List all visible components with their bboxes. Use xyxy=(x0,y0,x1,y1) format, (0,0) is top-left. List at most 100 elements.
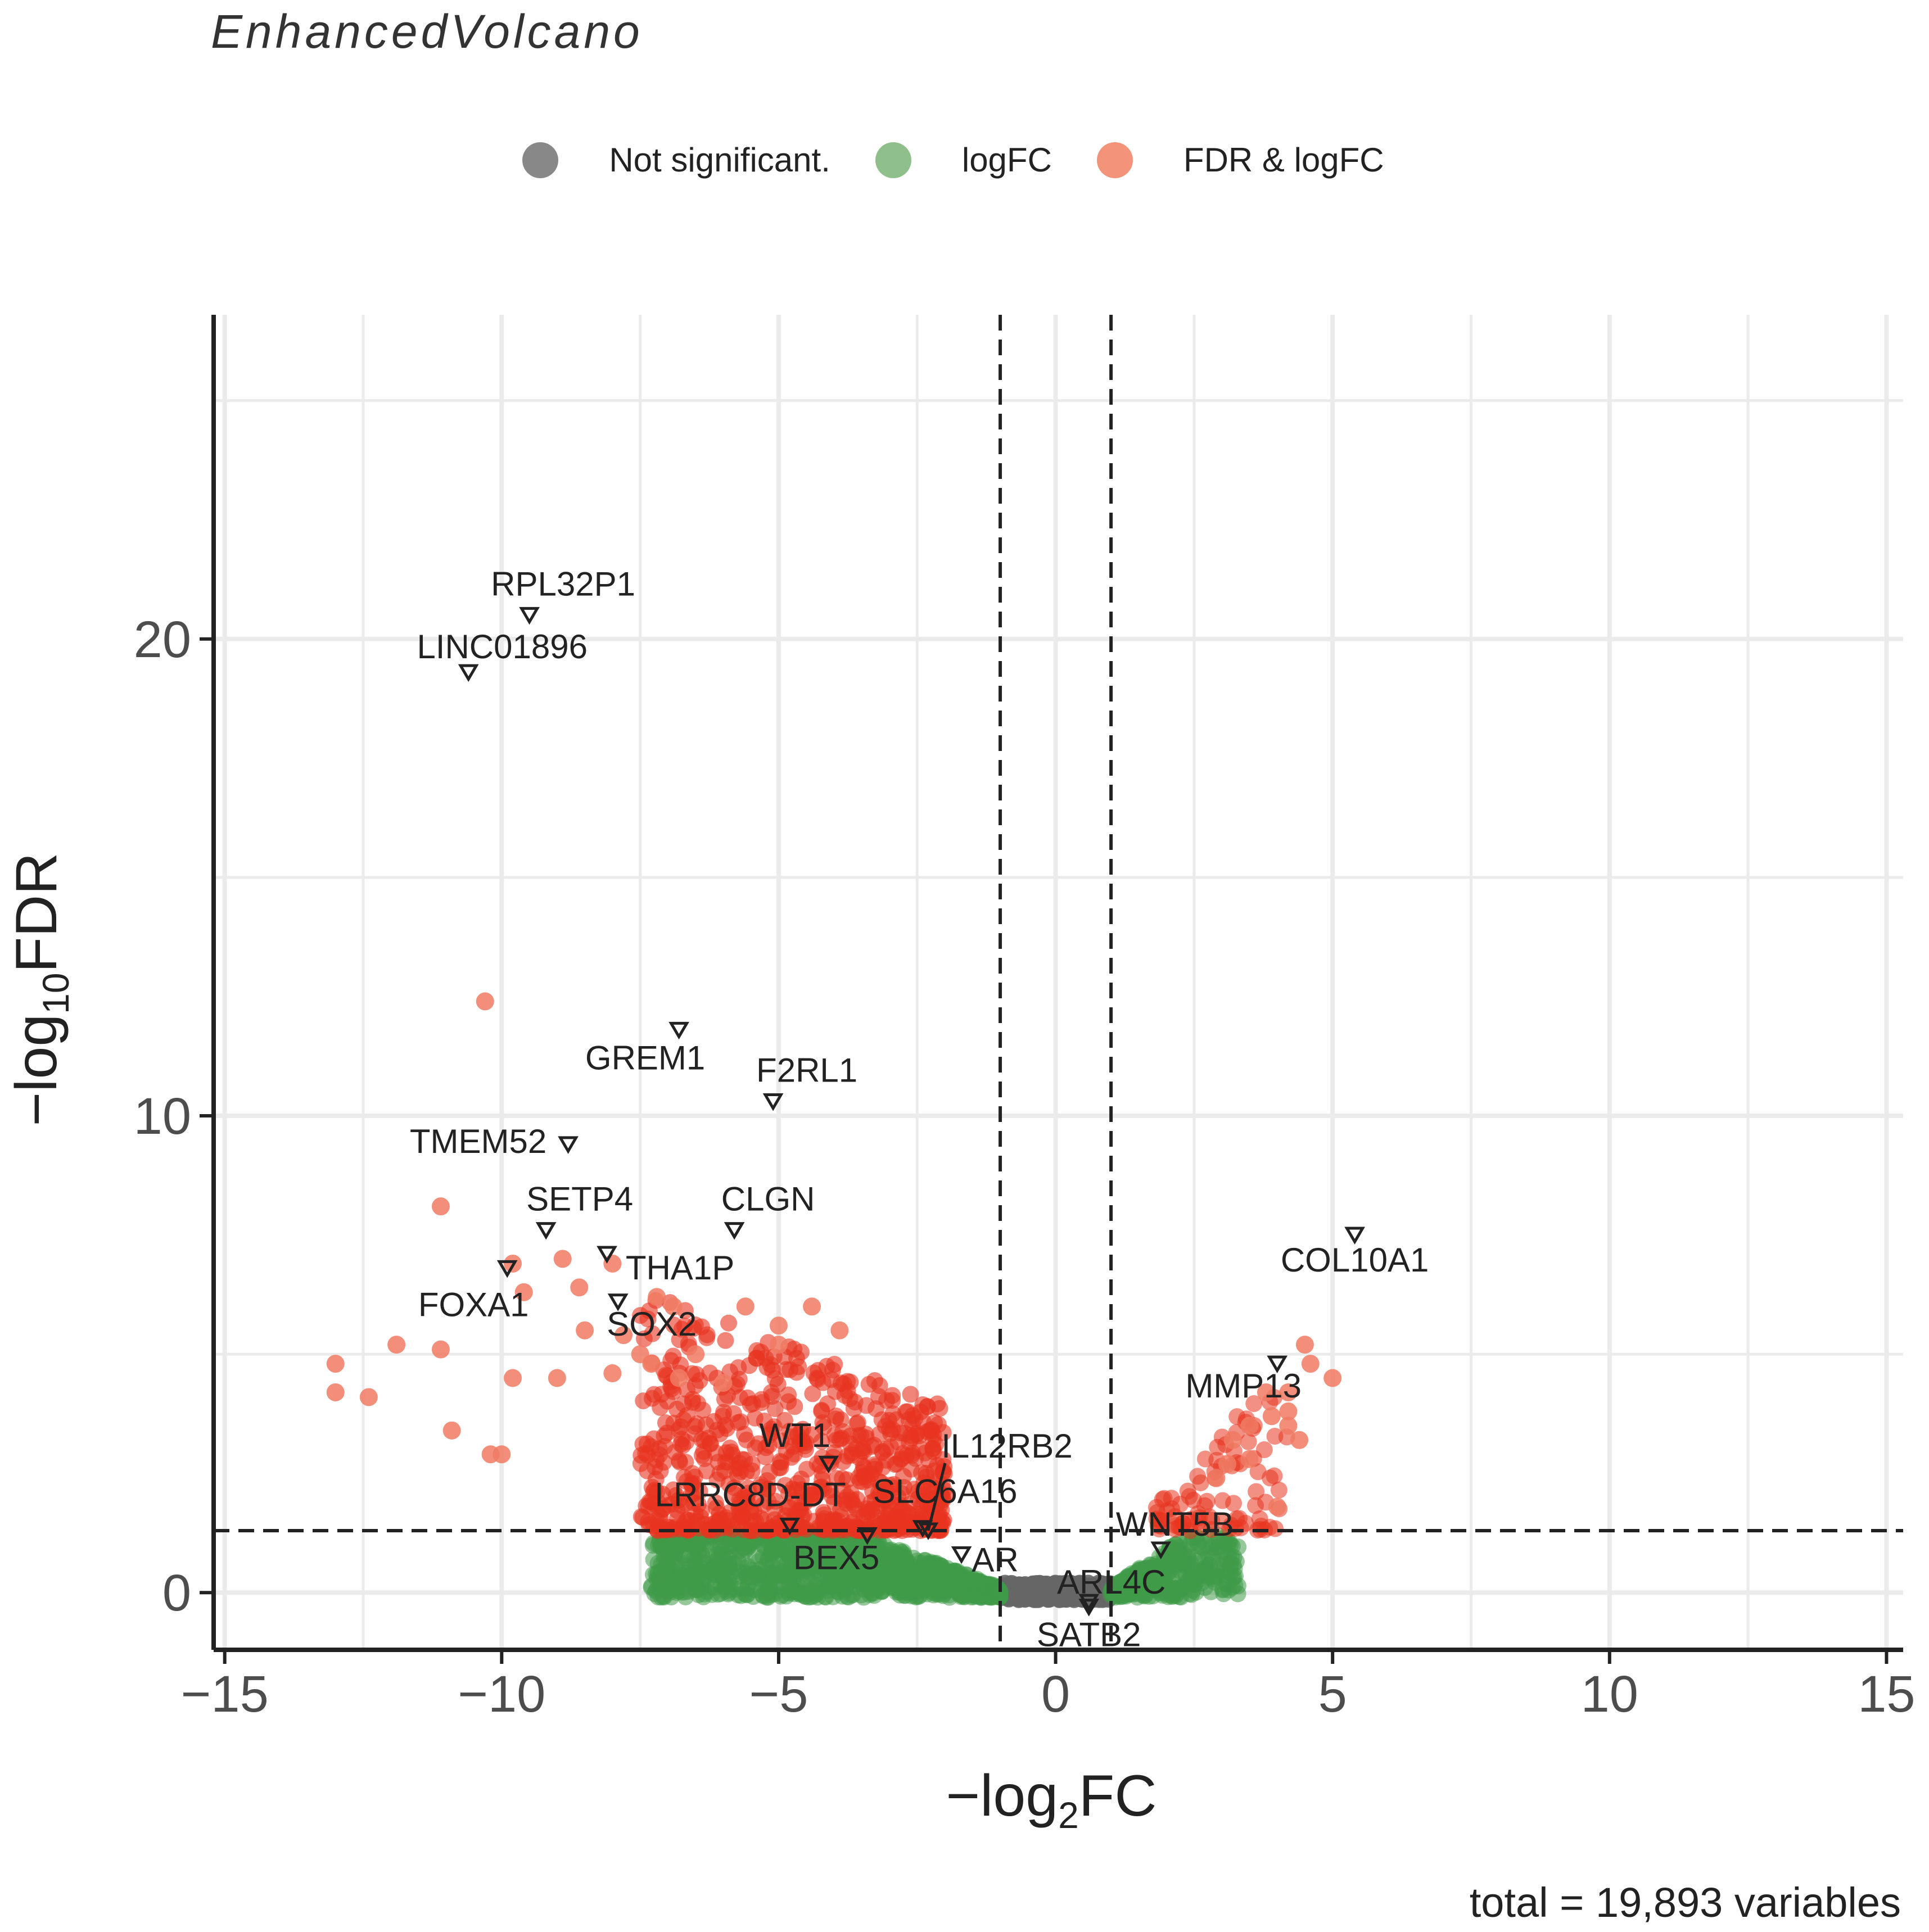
point-fdr-logfc xyxy=(642,1355,661,1373)
point-fdr-logfc xyxy=(717,1332,734,1349)
point-fdr-logfc xyxy=(676,1469,693,1486)
gene-marker-wt1 xyxy=(818,1455,839,1474)
point-fdr-logfc xyxy=(668,1510,686,1527)
point-fdr-logfc xyxy=(1196,1497,1213,1514)
point-fdr-logfc xyxy=(1266,1467,1283,1485)
point-fdr-logfc xyxy=(1270,1481,1287,1499)
gene-label-bex5: BEX5 xyxy=(793,1539,879,1576)
point-logfc xyxy=(1214,1581,1231,1599)
point-logfc xyxy=(782,1580,799,1597)
point-fdr-logfc xyxy=(1240,1433,1257,1450)
cutoff-lines xyxy=(214,315,1903,1650)
point-fdr-logfc xyxy=(769,1336,788,1354)
point-fdr-logfc xyxy=(724,1521,742,1538)
point-logfc xyxy=(812,1546,830,1564)
point-logfc xyxy=(779,1554,796,1572)
x-tick-label: 5 xyxy=(1318,1666,1347,1723)
point-logfc xyxy=(956,1580,974,1597)
x-tick-label: −5 xyxy=(749,1666,808,1723)
point-fdr-logfc xyxy=(828,1408,845,1425)
point-fdr-logfc xyxy=(909,1490,927,1508)
gene-label-tmem52: TMEM52 xyxy=(410,1123,546,1160)
point-fdr-logfc xyxy=(766,1400,784,1418)
gene-marker-mmp13 xyxy=(1267,1355,1288,1374)
point-fdr-logfc xyxy=(803,1297,821,1316)
point-fdr-logfc xyxy=(603,1364,622,1383)
point-fdr-logfc xyxy=(1190,1513,1207,1530)
point-fdr-logfc xyxy=(762,1420,780,1438)
point-fdr-logfc xyxy=(902,1386,919,1403)
point-fdr-logfc xyxy=(1223,1431,1242,1449)
point-fdr-logfc xyxy=(1148,1499,1165,1516)
point-fdr-logfc xyxy=(894,1500,911,1518)
point-logfc xyxy=(871,1574,889,1592)
point-fdr-logfc xyxy=(698,1329,716,1346)
point-logfc xyxy=(871,1554,888,1571)
point-fdr-logfc xyxy=(769,1316,788,1335)
point-fdr-logfc xyxy=(931,1400,948,1417)
point-fdr-logfc xyxy=(933,1513,950,1530)
point-logfc xyxy=(1225,1549,1243,1566)
legend-label-not-significant: Not significant. xyxy=(609,141,830,179)
point-fdr-logfc xyxy=(673,1431,690,1448)
point-fdr-logfc xyxy=(1218,1455,1236,1473)
point-fdr-logfc xyxy=(813,1433,830,1450)
point-fdr-logfc xyxy=(892,1424,909,1442)
point-fdr-logfc xyxy=(672,1418,690,1436)
point-fdr-logfc xyxy=(830,1321,849,1340)
point-fdr-logfc xyxy=(1189,1468,1207,1485)
point-logfc xyxy=(758,1589,775,1606)
point-fdr-logfc xyxy=(730,1459,748,1477)
point-logfc xyxy=(829,1546,846,1563)
point-logfc xyxy=(708,1546,726,1563)
point-logfc xyxy=(662,1589,680,1606)
point-fdr-logfc xyxy=(884,1387,901,1404)
point-logfc xyxy=(777,1534,794,1551)
point-fdr-logfc xyxy=(1268,1497,1286,1516)
gene-marker-setp4 xyxy=(535,1222,557,1240)
point-fdr-logfc xyxy=(929,1456,946,1474)
point-fdr-logfc xyxy=(814,1414,832,1431)
point-fdr-logfc xyxy=(359,1388,378,1406)
point-fdr-logfc xyxy=(431,1340,450,1359)
point-fdr-logfc xyxy=(664,1297,683,1316)
point-logfc xyxy=(936,1576,954,1594)
point-logfc xyxy=(846,1577,864,1595)
point-fdr-logfc xyxy=(686,1345,705,1364)
gene-label-clgn: CLGN xyxy=(721,1180,815,1218)
point-fdr-logfc xyxy=(1323,1369,1342,1387)
point-fdr-logfc xyxy=(742,1522,760,1539)
point-logfc xyxy=(793,1556,811,1573)
point-fdr-logfc xyxy=(846,1393,864,1411)
legend-dot-not-significant xyxy=(522,142,559,178)
point-logfc xyxy=(668,1540,686,1558)
point-fdr-logfc xyxy=(907,1505,925,1523)
gene-label-col10a1: COL10A1 xyxy=(1281,1241,1429,1279)
point-logfc xyxy=(1113,1573,1130,1591)
point-fdr-logfc xyxy=(1262,1407,1281,1426)
point-fdr-logfc xyxy=(670,1369,688,1387)
gene-label-wt1: WT1 xyxy=(759,1417,830,1454)
point-fdr-logfc xyxy=(839,1373,856,1390)
point-fdr-logfc xyxy=(862,1494,880,1512)
point-logfc xyxy=(668,1569,686,1586)
point-fdr-logfc xyxy=(387,1336,406,1354)
point-fdr-logfc xyxy=(720,1314,738,1332)
point-logfc xyxy=(1155,1584,1172,1601)
point-fdr-logfc xyxy=(714,1374,733,1392)
point-logfc xyxy=(1134,1583,1151,1601)
legend-label-fdr-logfc: FDR & logFC xyxy=(1183,141,1384,179)
gene-marker-tha1p xyxy=(597,1246,617,1264)
point-fdr-logfc xyxy=(1290,1431,1309,1449)
gene-marker-grem1 xyxy=(668,1021,689,1040)
point-fdr-logfc xyxy=(776,1411,793,1429)
gene-marker-foxa1 xyxy=(496,1260,518,1278)
gene-marker-rpl32p1 xyxy=(519,607,540,625)
point-fdr-logfc xyxy=(860,1376,878,1393)
point-fdr-logfc xyxy=(743,1462,761,1479)
x-tick-label: 0 xyxy=(1041,1666,1070,1723)
point-logfc xyxy=(725,1555,743,1573)
point-fdr-logfc xyxy=(1279,1383,1298,1401)
point-fdr-logfc xyxy=(693,1503,710,1520)
